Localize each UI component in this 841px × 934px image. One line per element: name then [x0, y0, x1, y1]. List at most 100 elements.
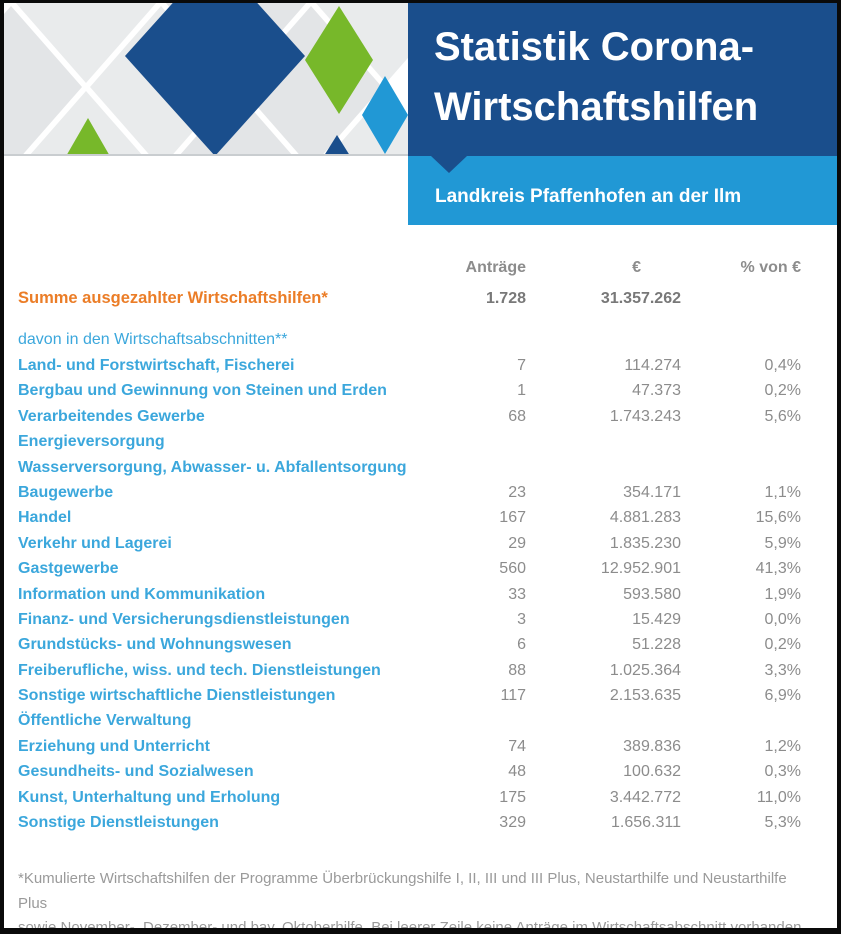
table-row: Bergbau und Gewinnung von Steinen und Er…	[18, 382, 801, 407]
row-antraege: 1	[517, 382, 526, 400]
row-euro: 1.656.311	[611, 814, 681, 832]
row-percent: 0,3%	[764, 763, 801, 781]
row-label: Verarbeitendes Gewerbe	[18, 407, 205, 425]
row-antraege: 74	[508, 737, 526, 755]
row-euro: 4.881.283	[609, 509, 681, 527]
notch-triangle-icon	[431, 156, 467, 173]
row-euro: 3.442.772	[609, 788, 681, 806]
row-percent: 0,2%	[764, 636, 801, 654]
region-subtitle: Landkreis Pfaffenhofen an der Ilm	[435, 186, 742, 207]
table-row: Information und Kommunikation 33 593.580…	[18, 586, 801, 611]
row-label: Erziehung und Unterricht	[18, 737, 210, 755]
row-euro: 100.632	[623, 763, 681, 781]
summary-row: Summe ausgezahlter Wirtschaftshilfen* 1.…	[18, 289, 801, 315]
footnotes: *Kumulierte Wirtschaftshilfen der Progra…	[18, 867, 819, 934]
table-row: Freiberufliche, wiss. und tech. Dienstle…	[18, 662, 801, 687]
table-row: Gastgewerbe 560 12.952.901 41,3%	[18, 560, 801, 585]
row-label: Grundstücks- und Wohnungswesen	[18, 636, 292, 654]
statistics-table: Anträge € % von € Summe ausgezahlter Wir…	[18, 259, 801, 839]
row-euro: 2.153.635	[609, 687, 681, 705]
footnote-line: sowie November-, Dezember- und bay. Okto…	[18, 919, 806, 934]
row-antraege: 560	[499, 560, 526, 578]
table-row: Verarbeitendes Gewerbe 68 1.743.243 5,6%	[18, 408, 801, 433]
column-header-euro: €	[632, 259, 641, 276]
subtitle-band: Landkreis Pfaffenhofen an der Ilm	[408, 156, 837, 225]
row-euro: 12.952.901	[600, 560, 681, 578]
row-antraege: 3	[517, 610, 526, 628]
table-row: Sonstige wirtschaftliche Dienstleistunge…	[18, 687, 801, 712]
row-percent: 5,3%	[764, 814, 801, 832]
table-row: Öffentliche Verwaltung	[18, 712, 801, 737]
row-label: Land- und Forstwirtschaft, Fischerei	[18, 357, 295, 374]
row-percent: 5,6%	[764, 407, 801, 425]
row-label: Sonstige wirtschaftliche Dienstleistunge…	[18, 687, 336, 705]
page-title-line2: Wirtschaftshilfen	[434, 85, 759, 129]
row-euro: 51.228	[632, 636, 681, 654]
row-euro: 114.274	[624, 357, 681, 374]
row-label: Verkehr und Lagerei	[18, 534, 172, 552]
row-euro: 593.580	[623, 585, 681, 603]
row-label: Freiberufliche, wiss. und tech. Dienstle…	[18, 661, 381, 679]
table-row: Sonstige Dienstleistungen 329 1.656.311 …	[18, 814, 801, 839]
summary-label: Summe ausgezahlter Wirtschaftshilfen*	[18, 289, 328, 307]
column-header-percent: % von €	[740, 259, 801, 276]
row-label: Wasserversorgung, Abwasser- u. Abfallent…	[18, 458, 407, 476]
row-euro: 389.836	[623, 737, 681, 755]
title-box: Statistik Corona- Wirtschaftshilfen	[408, 3, 837, 156]
row-antraege: 68	[508, 407, 526, 425]
table-row: Baugewerbe 23 354.171 1,1%	[18, 484, 801, 509]
table-row: Finanz- und Versicherungsdienstleistunge…	[18, 611, 801, 636]
row-label: Energieversorgung	[18, 433, 165, 451]
row-euro: 354.171	[623, 483, 681, 501]
row-euro: 1.743.243	[609, 407, 681, 425]
table-row: Gesundheits- und Sozialwesen 48 100.632 …	[18, 763, 801, 788]
row-percent: 11,0%	[756, 788, 801, 806]
row-label: Öffentliche Verwaltung	[18, 712, 192, 730]
masthead: Statistik Corona- Wirtschaftshilfen Land…	[4, 3, 837, 225]
row-antraege: 48	[508, 763, 526, 781]
row-antraege: 33	[508, 585, 526, 603]
section-label: davon in den Wirtschaftsabschnitten**	[18, 331, 288, 348]
row-percent: 1,1%	[764, 483, 801, 501]
row-label: Gesundheits- und Sozialwesen	[18, 763, 254, 781]
row-label: Baugewerbe	[18, 483, 114, 501]
row-label: Handel	[18, 509, 72, 527]
row-percent: 5,9%	[764, 534, 801, 552]
row-antraege: 117	[500, 687, 526, 705]
table-row: Kunst, Unterhaltung und Erholung 175 3.4…	[18, 789, 801, 814]
row-percent: 41,3%	[755, 560, 801, 578]
table-row: Erziehung und Unterricht 74 389.836 1,2%	[18, 738, 801, 763]
table-row: Wasserversorgung, Abwasser- u. Abfallent…	[18, 459, 801, 484]
row-antraege: 23	[508, 483, 526, 501]
row-label: Finanz- und Versicherungsdienstleistunge…	[18, 610, 350, 628]
row-antraege: 6	[517, 636, 526, 654]
table-row: Energieversorgung	[18, 433, 801, 458]
row-antraege: 88	[508, 661, 526, 679]
footnote-line: *Kumulierte Wirtschaftshilfen der Progra…	[18, 870, 787, 912]
column-header-antraege: Anträge	[465, 259, 526, 276]
row-percent: 0,4%	[764, 357, 801, 374]
summary-antraege: 1.728	[485, 290, 526, 307]
row-label: Kunst, Unterhaltung und Erholung	[18, 788, 281, 806]
row-euro: 15.429	[632, 610, 681, 628]
row-antraege: 175	[499, 788, 526, 806]
row-euro: 47.373	[632, 382, 681, 400]
table-row: Verkehr und Lagerei 29 1.835.230 5,9%	[18, 535, 801, 560]
row-antraege: 167	[499, 509, 526, 527]
row-antraege: 29	[508, 534, 526, 552]
row-percent: 1,2%	[764, 737, 801, 755]
row-label: Sonstige Dienstleistungen	[18, 814, 219, 832]
table-row: Handel 167 4.881.283 15,6%	[18, 509, 801, 534]
row-percent: 15,6%	[755, 509, 801, 527]
page-title-line1: Statistik Corona-	[434, 25, 755, 69]
row-antraege: 7	[517, 357, 526, 374]
table-body: Land- und Forstwirtschaft, Fischerei 7 1…	[18, 357, 801, 839]
table-row: Land- und Forstwirtschaft, Fischerei 7 1…	[18, 357, 801, 382]
table-header-row: Anträge € % von €	[18, 259, 801, 281]
row-antraege: 329	[499, 814, 526, 832]
logo-diamond-pattern	[4, 3, 408, 156]
row-label: Information und Kommunikation	[18, 585, 266, 603]
row-euro: 1.835.230	[609, 534, 681, 552]
row-label: Bergbau und Gewinnung von Steinen und Er…	[18, 382, 387, 400]
